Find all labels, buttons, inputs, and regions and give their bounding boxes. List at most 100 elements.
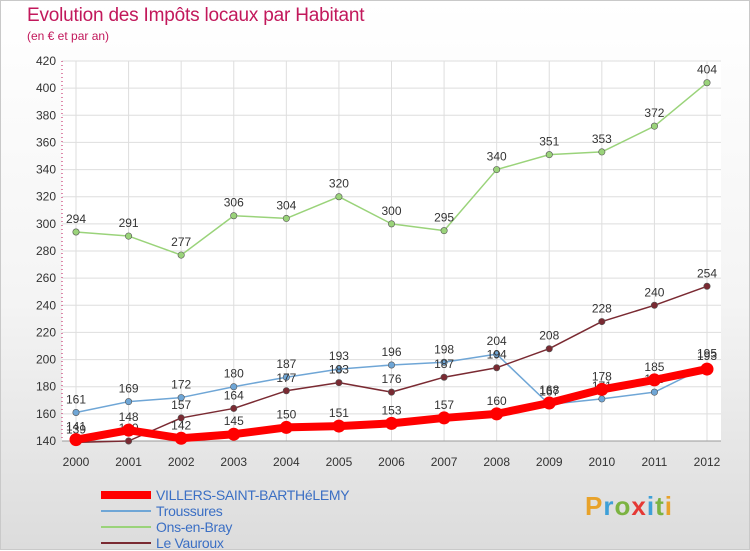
- data-label: 193: [329, 349, 349, 363]
- data-point: [125, 437, 133, 445]
- data-label: 185: [644, 360, 664, 374]
- y-tick-label: 260: [36, 271, 56, 285]
- data-label: 160: [487, 394, 507, 408]
- data-label: 228: [592, 302, 612, 316]
- data-label: 151: [329, 406, 349, 420]
- data-point: [595, 382, 609, 396]
- logo-letter: i: [646, 491, 656, 521]
- data-label: 204: [487, 334, 507, 348]
- data-label: 161: [66, 393, 86, 407]
- y-tick-label: 360: [36, 135, 56, 149]
- x-tick-label: 2010: [588, 455, 615, 469]
- data-point: [335, 365, 343, 373]
- data-point: [335, 379, 343, 387]
- legend-swatch: [101, 491, 151, 499]
- x-tick-label: 2000: [63, 455, 90, 469]
- x-tick-label: 2006: [378, 455, 405, 469]
- y-tick-label: 420: [36, 54, 56, 68]
- data-point: [598, 318, 606, 326]
- data-point: [282, 214, 290, 222]
- data-label: 372: [644, 106, 664, 120]
- data-point: [72, 228, 80, 236]
- y-tick-label: 140: [36, 434, 56, 448]
- legend-swatch: [101, 526, 151, 528]
- data-point: [230, 404, 238, 412]
- legend-swatch: [101, 542, 151, 544]
- data-label: 304: [276, 198, 296, 212]
- data-point: [177, 414, 185, 422]
- x-tick-label: 2009: [536, 455, 563, 469]
- data-point: [332, 419, 346, 433]
- data-point: [440, 358, 448, 366]
- data-label: 148: [119, 410, 139, 424]
- data-label: 177: [276, 371, 296, 385]
- data-point: [174, 431, 188, 445]
- legend-label: Troussures: [156, 503, 223, 519]
- data-point: [227, 427, 241, 441]
- x-tick-label: 2001: [115, 455, 142, 469]
- data-label: 193: [697, 349, 717, 363]
- logo-letter: t: [655, 491, 665, 521]
- data-label: 300: [381, 204, 401, 218]
- legend-swatch: [101, 510, 151, 512]
- data-point: [440, 373, 448, 381]
- data-point: [437, 411, 451, 425]
- data-point: [490, 407, 504, 421]
- data-point: [650, 122, 658, 130]
- legend-label: VILLERS-SAINT-BARTHéLEMY: [156, 487, 350, 503]
- data-point: [545, 345, 553, 353]
- data-point: [493, 166, 501, 174]
- data-point: [703, 282, 711, 290]
- data-point: [385, 416, 398, 430]
- data-label: 139: [66, 422, 86, 436]
- data-point: [335, 193, 343, 201]
- data-point: [650, 388, 658, 396]
- x-tick-label: 2008: [483, 455, 510, 469]
- data-label: 168: [539, 383, 559, 397]
- data-label: 340: [487, 150, 507, 164]
- y-tick-label: 220: [36, 325, 56, 339]
- data-point: [387, 361, 395, 369]
- y-tick-label: 300: [36, 217, 56, 231]
- y-tick-label: 240: [36, 298, 56, 312]
- data-point: [69, 433, 83, 447]
- y-tick-label: 180: [36, 380, 56, 394]
- data-label: 145: [224, 414, 244, 428]
- data-label: 142: [171, 418, 191, 432]
- y-tick-label: 280: [36, 244, 56, 258]
- data-label: 157: [434, 398, 454, 412]
- data-label: 153: [381, 403, 401, 417]
- data-label: 320: [329, 177, 349, 191]
- data-label: 295: [434, 211, 454, 225]
- data-label: 180: [224, 367, 244, 381]
- logo-letter: i: [664, 491, 673, 521]
- data-label: 196: [381, 345, 401, 359]
- data-label: 353: [592, 132, 612, 146]
- logo-letter: P: [585, 491, 604, 521]
- x-tick-label: 2011: [642, 455, 668, 469]
- x-tick-label: 2005: [326, 455, 353, 469]
- logo-letter: r: [603, 491, 615, 521]
- x-tick-label: 2004: [273, 455, 300, 469]
- data-point: [125, 398, 133, 406]
- y-tick-label: 200: [36, 353, 56, 367]
- data-label: 141: [66, 420, 86, 434]
- data-point: [282, 387, 290, 395]
- chart-subtitle: (en € et par an): [27, 29, 110, 43]
- y-tick-label: 380: [36, 108, 56, 122]
- y-tick-label: 340: [36, 163, 56, 177]
- data-label: 183: [329, 363, 349, 377]
- data-label: 194: [487, 348, 507, 362]
- data-label: 198: [434, 342, 454, 356]
- data-label: 291: [119, 216, 139, 230]
- data-point: [230, 383, 238, 391]
- x-tick-label: 2012: [694, 455, 721, 469]
- data-point: [125, 232, 133, 240]
- data-point: [545, 151, 553, 159]
- data-point: [598, 395, 606, 403]
- data-label: 404: [697, 63, 717, 77]
- data-label: 208: [539, 329, 559, 343]
- data-point: [493, 364, 501, 372]
